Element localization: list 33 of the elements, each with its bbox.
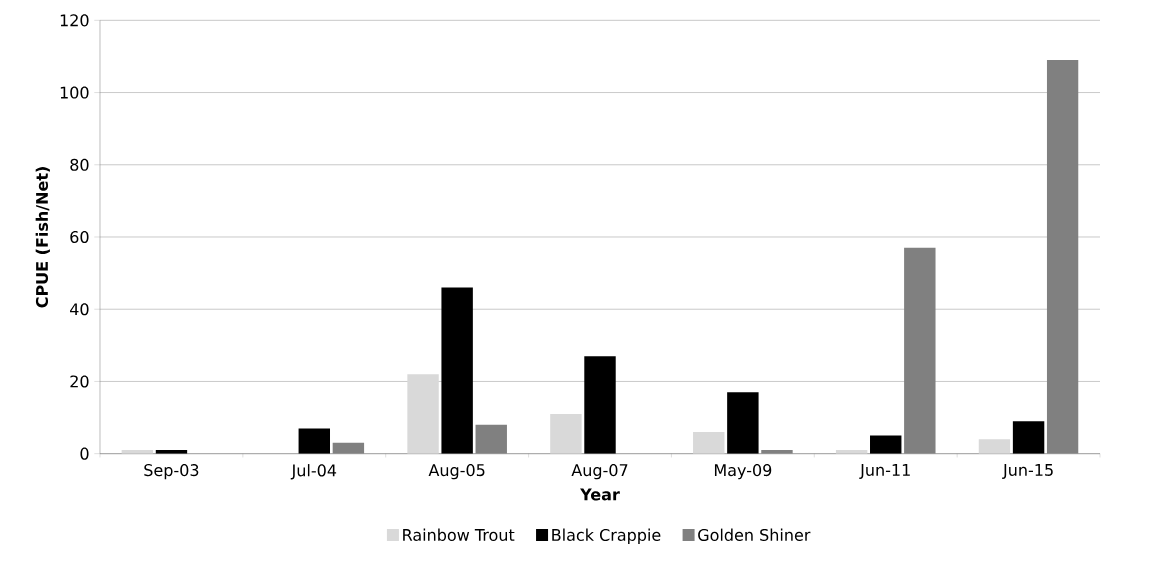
- x-tick-label: Aug-05: [428, 464, 485, 480]
- bar: [298, 428, 330, 454]
- bar: [870, 435, 902, 454]
- bar: [1012, 421, 1045, 454]
- y-tick-label: 100: [60, 86, 89, 99]
- bar: [475, 424, 507, 454]
- y-tick-label: 40: [70, 303, 89, 316]
- x-tick-label: Jun-15: [1002, 464, 1053, 479]
- bar: [978, 439, 1011, 454]
- x-tick-label: May-09: [714, 464, 772, 480]
- x-tick-label: Jul-04: [290, 464, 337, 480]
- y-tick-label: 80: [70, 158, 89, 171]
- bar: [693, 432, 725, 454]
- legend-label: Golden Shiner: [698, 528, 811, 541]
- y-tick-label: 0: [80, 447, 89, 460]
- x-tick-label: Jun-11: [859, 464, 910, 479]
- legend-label: Black Crappie: [552, 528, 661, 545]
- y-tick-label: 120: [60, 14, 89, 27]
- y-axis-title: CPUE (Fish/Net): [35, 167, 50, 308]
- x-tick-label: Aug-07: [571, 464, 628, 480]
- bar: [1046, 60, 1079, 454]
- legend-label: Rainbow Trout: [403, 528, 515, 541]
- y-tick-label: 20: [70, 375, 89, 388]
- bar: [407, 374, 439, 454]
- x-axis-title: Year: [580, 488, 620, 501]
- bar: [332, 442, 365, 454]
- bar: [904, 247, 936, 454]
- bar: [727, 392, 759, 454]
- bar: [584, 356, 616, 454]
- bar: [441, 287, 473, 454]
- bar: [550, 413, 582, 454]
- y-tick-label: 60: [70, 230, 89, 244]
- x-tick-label: Sep-03: [144, 464, 199, 480]
